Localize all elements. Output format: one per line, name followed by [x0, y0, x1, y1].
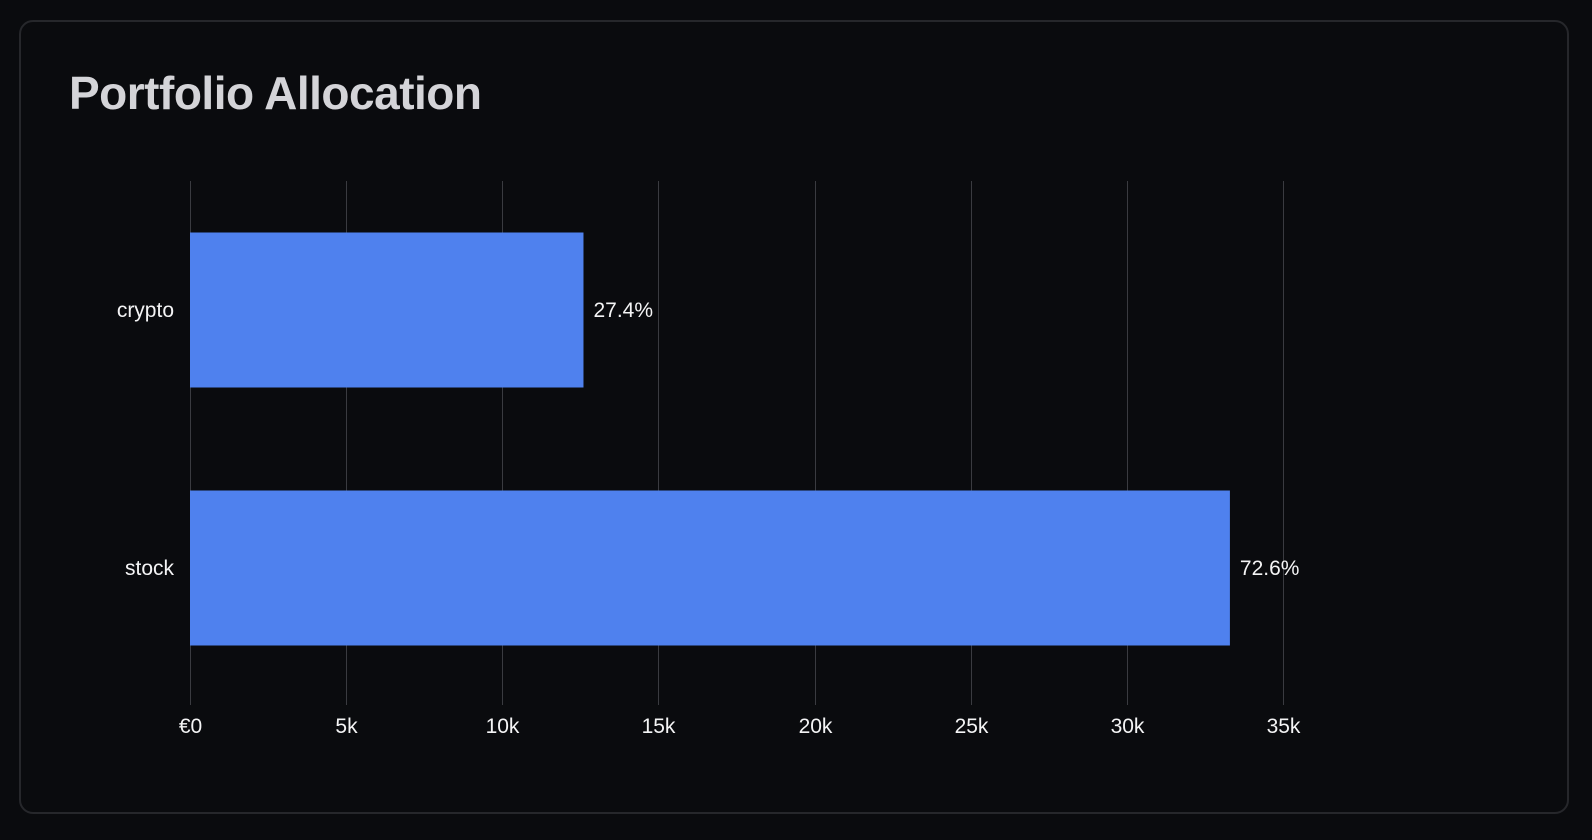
chart-title: Portfolio Allocation — [69, 67, 482, 119]
x-tick-label: €0 — [179, 715, 202, 738]
x-tick-label: 25k — [955, 715, 989, 738]
chart-card: Portfolio Allocation — [19, 20, 1569, 814]
y-category-label: stock — [125, 557, 175, 580]
x-tick-label: 20k — [799, 715, 833, 738]
bar-data-label: 27.4% — [593, 299, 653, 322]
x-tick-label: 10k — [486, 715, 520, 738]
bar-data-label: 72.6% — [1240, 557, 1300, 580]
x-tick-label: 15k — [642, 715, 676, 738]
x-tick-label: 5k — [335, 715, 358, 738]
x-tick-label: 35k — [1267, 715, 1301, 738]
bar-stock — [190, 490, 1230, 646]
y-category-label: crypto — [117, 299, 174, 322]
bar-crypto — [190, 232, 584, 388]
x-tick-label: 30k — [1111, 715, 1145, 738]
